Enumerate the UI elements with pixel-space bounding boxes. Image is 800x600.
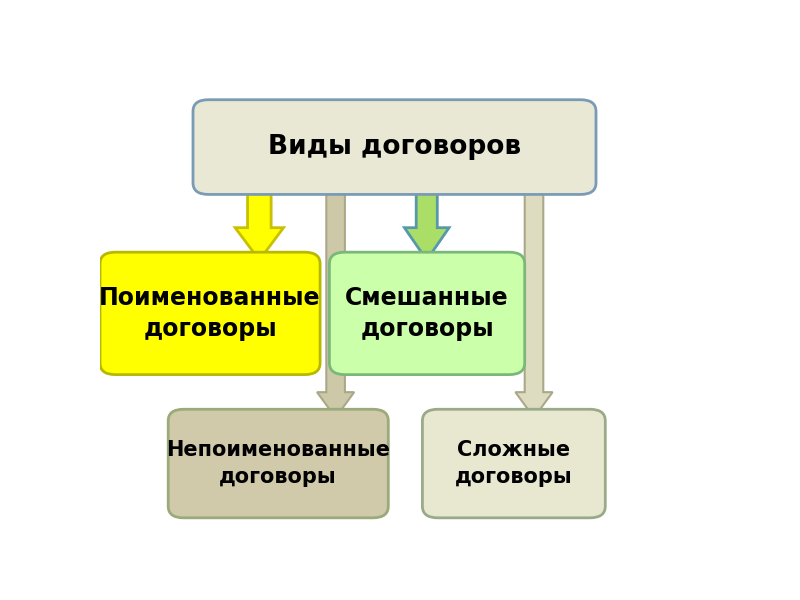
Polygon shape — [515, 185, 553, 418]
Text: Непоименованные
договоры: Непоименованные договоры — [166, 440, 390, 487]
Text: Сложные
договоры: Сложные договоры — [455, 440, 573, 487]
Polygon shape — [235, 185, 283, 260]
Text: Поименованные
договоры: Поименованные договоры — [99, 286, 321, 341]
FancyBboxPatch shape — [168, 409, 388, 518]
Text: Смешанные
договоры: Смешанные договоры — [346, 286, 509, 341]
FancyBboxPatch shape — [193, 100, 596, 194]
Polygon shape — [317, 185, 354, 418]
Text: Виды договоров: Виды договоров — [268, 134, 521, 160]
FancyBboxPatch shape — [330, 252, 525, 374]
FancyBboxPatch shape — [422, 409, 606, 518]
Polygon shape — [405, 185, 449, 260]
FancyBboxPatch shape — [100, 252, 320, 374]
